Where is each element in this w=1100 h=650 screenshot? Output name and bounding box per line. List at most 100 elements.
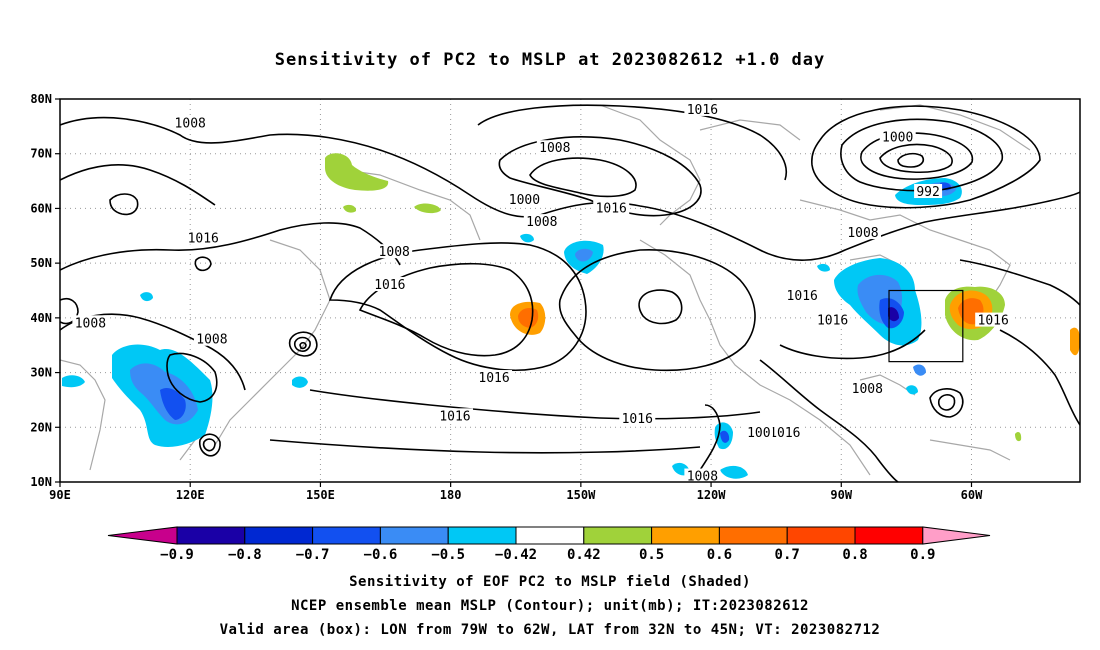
contour-label-bg <box>684 468 721 482</box>
x-tick-label: 120E <box>176 488 205 502</box>
contour-label-bg <box>523 214 560 229</box>
contour-label: 1000 <box>882 130 913 145</box>
colorbar-segment <box>515 526 585 545</box>
contour-label-bg <box>476 370 513 385</box>
colorbar-segment <box>176 526 246 545</box>
plot-frame <box>59 98 1081 483</box>
contour-label-bg <box>436 408 473 423</box>
colorbar-segment <box>447 526 517 545</box>
contour-label-bg <box>844 225 881 240</box>
colorbar-label: 0.42 <box>567 547 601 563</box>
contour-label: 1016 <box>622 412 653 427</box>
contour-label: 1008 <box>852 382 883 397</box>
contour-label: 1016 <box>439 409 470 424</box>
colorbar-segment <box>718 526 788 545</box>
x-tick-label: 90E <box>49 488 71 502</box>
contour-label-bg <box>619 411 656 426</box>
colorbar-label: 0.5 <box>639 547 664 563</box>
colorbar-segment <box>379 526 449 545</box>
colorbar-left-arrow <box>107 526 178 545</box>
colorbar: −0.9 −0.8 −0.7 −0.6 −0.5 −0.42 0.42 0.5 0.6 0.7 0.… <box>107 526 991 563</box>
contour-label: 1016 <box>188 232 219 247</box>
colorbar-label: −0.7 <box>296 547 330 563</box>
colorbar-label: 0.7 <box>775 547 800 563</box>
contour-label: 1008 <box>687 470 718 485</box>
contour-label-bg <box>744 424 773 439</box>
y-tick-label: 30N <box>30 366 52 380</box>
contour-label-bg <box>684 101 721 116</box>
chart-title: Sensitivity of PC2 to MSLP at 2023082612… <box>274 50 826 70</box>
contour-label-bg <box>784 287 821 302</box>
contour-label: 1016 <box>817 314 848 329</box>
colorbar-segment <box>244 526 314 545</box>
contour-label: 1016 <box>478 371 509 386</box>
mslp-contours <box>60 104 1080 482</box>
colorbar-label: −0.9 <box>160 547 194 563</box>
contour-label: 1016 <box>769 426 800 441</box>
y-tick-label: 40N <box>30 311 52 325</box>
footer-line-1: Sensitivity of EOF PC2 to MSLP field (Sh… <box>349 574 751 590</box>
y-tick-label: 60N <box>30 201 52 215</box>
colorbar-segment <box>312 526 381 545</box>
colorbar-label: −0.8 <box>228 547 262 563</box>
contour-label: 1016 <box>978 314 1009 329</box>
x-tick-label: 120W <box>697 488 727 502</box>
contour-label-bg <box>814 312 851 327</box>
sensitivity-shading <box>62 153 1080 479</box>
contour-label-bg <box>376 244 413 259</box>
x-tick-label: 150E <box>306 488 335 502</box>
y-axis-ticks: 10N 20N 30N 40N 50N 60N 70N 80N <box>30 92 60 489</box>
footer-line-3: Valid area (box): LON from 79W to 62W, L… <box>219 622 881 638</box>
contour-label-bg <box>185 230 222 245</box>
y-tick-label: 20N <box>30 420 52 434</box>
contour-label: 992 <box>916 185 939 200</box>
x-axis-ticks: 90E 120E 150E 180 150W 120W 90W 60W <box>49 482 983 502</box>
contour-label: 1016 <box>687 103 718 118</box>
contour-label: 1008 <box>379 245 410 260</box>
contour-label-bg <box>975 312 1012 327</box>
contour-label: 1008 <box>847 226 878 241</box>
contour-label-bg <box>849 380 886 395</box>
contour-label: 1016 <box>596 201 627 216</box>
colorbar-segment <box>786 526 856 545</box>
contour-label-bg <box>766 424 803 439</box>
contour-label-bg <box>506 192 543 207</box>
colorbar-right-arrow <box>922 526 991 545</box>
contour-label: 1016 <box>374 278 405 293</box>
contour-label-bg <box>72 315 109 330</box>
contour-label-bg <box>593 200 630 215</box>
contour-label-bg <box>193 331 230 346</box>
x-tick-label: 90W <box>830 488 852 502</box>
colorbar-label: −0.5 <box>431 547 465 563</box>
x-tick-label: 150W <box>566 488 596 502</box>
contour-label-bg <box>914 184 943 199</box>
x-tick-label: 60W <box>961 488 983 502</box>
contour-label: 1000 <box>509 193 540 208</box>
contour-label: 1008 <box>75 316 106 331</box>
contour-label-bg <box>879 129 916 144</box>
colorbar-segment <box>854 526 924 545</box>
y-tick-label: 70N <box>30 147 52 161</box>
valid-area-box <box>888 289 964 363</box>
contour-label-bg <box>371 277 408 292</box>
contour-label: 1008 <box>539 141 570 156</box>
colorbar-label: −0.6 <box>364 547 398 563</box>
y-tick-label: 10N <box>30 475 52 489</box>
colorbar-label: 0.9 <box>910 547 935 563</box>
footer-line-2: NCEP ensemble mean MSLP (Contour); unit(… <box>291 598 809 614</box>
x-tick-label: 180 <box>440 488 462 502</box>
contour-label: 1008 <box>196 333 227 348</box>
contour-label-bg <box>172 115 209 130</box>
colorbar-label: 0.6 <box>707 547 732 563</box>
colorbar-label: −0.42 <box>495 547 537 563</box>
colorbar-segment <box>651 526 720 545</box>
contour-label: 1016 <box>787 289 818 304</box>
contour-label: 1008 <box>175 117 206 132</box>
y-tick-label: 50N <box>30 256 52 270</box>
colorbar-segment <box>583 526 653 545</box>
y-tick-label: 80N <box>30 92 52 106</box>
colorbar-label: 0.8 <box>842 547 867 563</box>
contour-label-bg <box>536 140 573 155</box>
contour-labels: 1008 1016 1008 1000 1000 1008 1016 992 1016 1008 1… <box>72 101 1012 485</box>
